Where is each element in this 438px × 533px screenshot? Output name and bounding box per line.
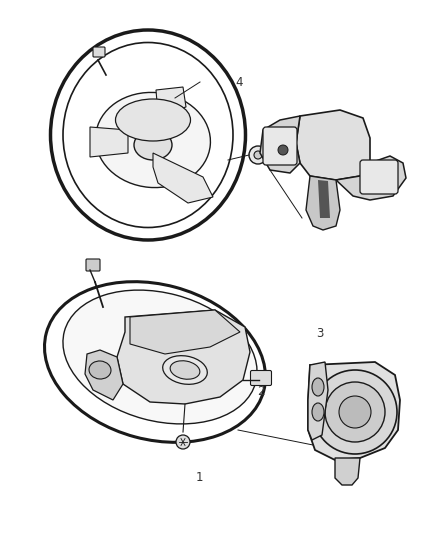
Circle shape xyxy=(254,151,262,159)
Text: 2: 2 xyxy=(257,385,265,398)
Text: 1: 1 xyxy=(195,471,203,483)
Ellipse shape xyxy=(116,99,191,141)
Ellipse shape xyxy=(312,378,324,396)
Circle shape xyxy=(249,146,267,164)
Text: 3: 3 xyxy=(316,327,323,340)
Polygon shape xyxy=(318,180,330,218)
Ellipse shape xyxy=(162,356,207,384)
Polygon shape xyxy=(156,87,186,115)
Polygon shape xyxy=(130,310,240,354)
Polygon shape xyxy=(260,116,300,173)
FancyBboxPatch shape xyxy=(86,259,100,271)
Ellipse shape xyxy=(312,403,324,421)
Polygon shape xyxy=(308,362,400,460)
Polygon shape xyxy=(296,110,370,180)
Ellipse shape xyxy=(95,92,210,188)
Polygon shape xyxy=(306,176,340,230)
Text: 4: 4 xyxy=(235,76,243,89)
Ellipse shape xyxy=(89,361,111,379)
FancyBboxPatch shape xyxy=(93,47,105,57)
Circle shape xyxy=(325,382,385,442)
Polygon shape xyxy=(153,153,213,203)
Polygon shape xyxy=(90,127,128,157)
Polygon shape xyxy=(336,156,406,200)
FancyBboxPatch shape xyxy=(263,127,297,165)
Polygon shape xyxy=(335,458,360,485)
Circle shape xyxy=(339,396,371,428)
Circle shape xyxy=(278,145,288,155)
FancyBboxPatch shape xyxy=(360,160,398,194)
FancyBboxPatch shape xyxy=(251,370,272,385)
Ellipse shape xyxy=(63,290,257,424)
Circle shape xyxy=(313,370,397,454)
Ellipse shape xyxy=(134,130,172,160)
Polygon shape xyxy=(117,310,250,404)
Circle shape xyxy=(176,435,190,449)
Polygon shape xyxy=(308,362,328,440)
Polygon shape xyxy=(85,350,123,400)
Ellipse shape xyxy=(170,361,200,379)
